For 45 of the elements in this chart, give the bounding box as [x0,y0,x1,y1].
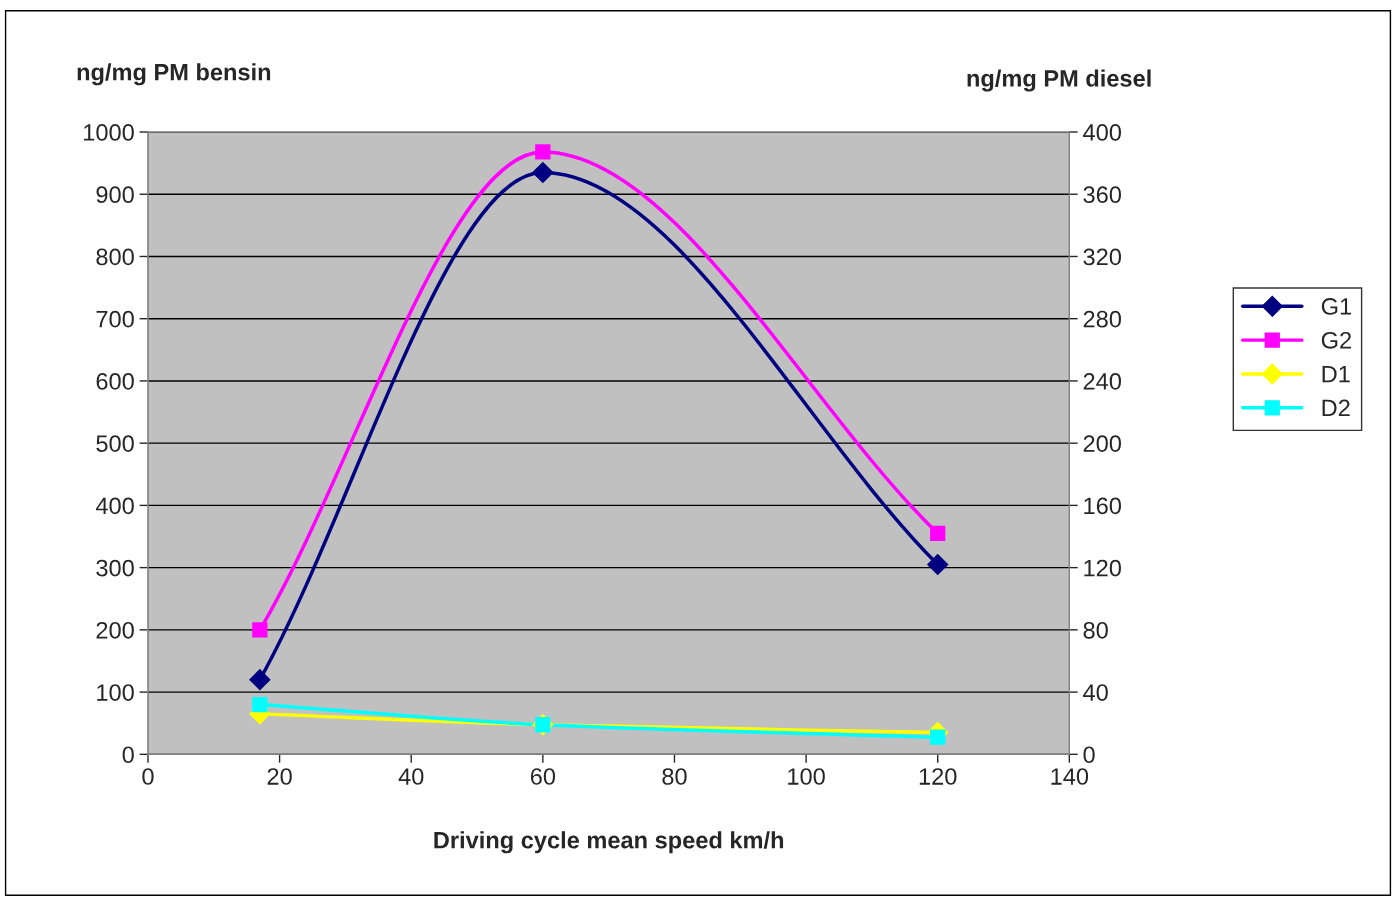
y2-tick-label: 240 [1083,373,1121,390]
y2-tick-label: 80 [1083,621,1108,639]
y2-axis-title: ng/mg PM diesel [967,69,1151,92]
point [249,669,271,691]
x-tick-label: 120 [919,768,957,785]
legend-label: G2 [1321,331,1351,349]
y-tick-label: 400 [95,497,134,515]
legend-label: D1 [1322,365,1350,383]
x-tick-label: 60 [530,768,556,785]
y-tick-label: 300 [96,559,134,577]
y2-tick-label: 120 [1084,559,1121,577]
y2-tick-label: 40 [1083,684,1108,701]
legend-label: D2 [1322,399,1350,417]
y2-tick-label: 280 [1083,310,1121,328]
x-tick-label: 100 [788,768,825,785]
y2-tick-label: 320 [1083,248,1121,266]
point [252,696,268,713]
legend-label: G1 [1321,298,1352,315]
y-tick-label: 500 [96,435,134,452]
point [930,525,946,542]
point [535,144,551,160]
y-axis-title: ng/mg PM bensin [77,63,271,86]
y2-tick-label: 0 [1083,746,1095,764]
y2-tick-label: 200 [1083,435,1121,452]
x-tick-label: 20 [267,768,292,785]
y2-tick-label: 360 [1083,186,1121,204]
y-tick-label: 100 [97,684,134,701]
y-tick-label: 1000 [84,124,134,141]
point [252,622,268,638]
x-tick-label: 0 [142,768,154,785]
x-axis-title: Driving cycle mean speed km/h [434,831,784,854]
point [532,161,554,183]
y-tick-label: 0 [122,746,134,764]
y-tick-label: 800 [96,248,134,266]
point [930,729,946,745]
x-tick-label: 40 [398,768,424,785]
y-tick-label: 700 [96,310,134,328]
y-tick-label: 900 [96,186,134,204]
point [927,553,949,576]
y-tick-label: 600 [96,373,134,390]
y2-tick-label: 400 [1083,124,1121,141]
y-tick-label: 200 [96,621,134,639]
x-tick-label: 140 [1051,768,1089,785]
x-tick-label: 80 [662,768,687,785]
y2-tick-label: 160 [1084,497,1121,515]
